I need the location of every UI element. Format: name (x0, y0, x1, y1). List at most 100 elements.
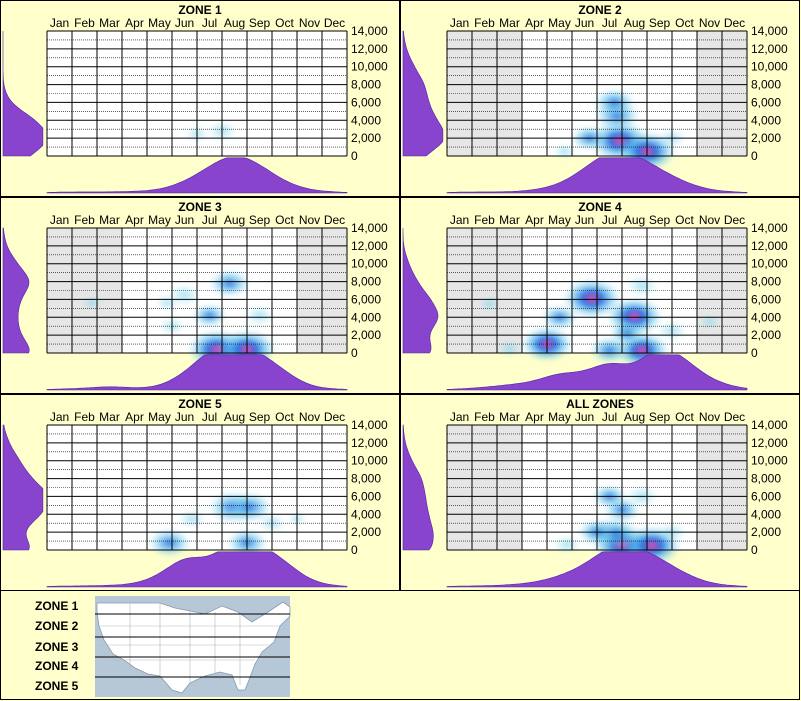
month-label: Aug (224, 213, 245, 227)
month-density-curve (446, 551, 748, 588)
y-tick-label: 0 (351, 543, 358, 557)
heat-hotspot (477, 295, 502, 313)
month-label: Mar (499, 16, 520, 30)
heat-hotspot (496, 339, 523, 358)
month-density-curve (46, 157, 348, 194)
month-label: Jul (202, 16, 217, 30)
month-label: Mar (499, 213, 520, 227)
month-label: Jun (575, 410, 594, 424)
heat-hotspot (698, 314, 721, 330)
y-tick-label: 6,000 (751, 292, 781, 306)
y-tick-label: 12,000 (751, 436, 788, 450)
month-label: Jul (202, 410, 217, 424)
zone-title: ZONE 3 (178, 200, 222, 214)
zone-legend: ZONE 1 ZONE 2 ZONE 3 ZONE 4 ZONE 5 (0, 590, 800, 700)
y-tick-label: 0 (351, 346, 358, 360)
heat-hotspot (562, 278, 622, 319)
heat-hotspot (226, 491, 273, 523)
y-tick-label: 2,000 (751, 328, 781, 342)
month-density-curve (46, 354, 348, 391)
month-label: Apr (125, 213, 144, 227)
month-label: May (548, 16, 571, 30)
y-tick-label: 4,000 (351, 310, 381, 324)
y-tick-label: 10,000 (351, 60, 388, 74)
month-label: Oct (675, 16, 694, 30)
month-label: Jan (50, 16, 69, 30)
y-tick-label: 10,000 (751, 257, 788, 271)
month-label: Sep (249, 410, 271, 424)
legend-zone-5: ZONE 5 (35, 679, 79, 693)
month-label: Mar (99, 213, 120, 227)
zone-panel: ZONE 4 Jan Feb Mar Apr May Jun Jul Aug Sep Oct Nov D… (400, 197, 800, 394)
month-label: Dec (724, 16, 745, 30)
usa-map-icon (95, 596, 291, 697)
y-tick-label: 14,000 (751, 24, 788, 38)
y-tick-label: 12,000 (351, 42, 388, 56)
month-label: Feb (74, 410, 95, 424)
month-label: Oct (275, 16, 294, 30)
zone-panel: ALL ZONES Jan Feb Mar Apr May Jun Jul Aug Sep Oct N… (400, 394, 800, 591)
month-label: Nov (299, 410, 320, 424)
y-tick-label: 12,000 (751, 42, 788, 56)
zone-panel: ZONE 5 Jan Feb Mar Apr May Jun Jul Aug Sep Oct Nov D… (0, 394, 400, 591)
month-label: Jan (450, 213, 469, 227)
zone-panel: ZONE 3 Jan Feb Mar Apr May Jun Jul Aug Sep Oct Nov D… (0, 197, 400, 394)
greyed-month (722, 228, 747, 353)
elevation-density-curve (2, 31, 44, 157)
y-tick-label: 4,000 (351, 507, 381, 521)
elevation-density-curve (402, 424, 434, 551)
month-label: May (148, 213, 171, 227)
month-label: Aug (624, 410, 645, 424)
month-label: Jun (175, 410, 194, 424)
month-label: Oct (675, 213, 694, 227)
y-tick-label: 4,000 (751, 507, 781, 521)
month-label: Jan (50, 213, 69, 227)
heat-hotspot (609, 321, 645, 346)
month-label: Aug (224, 16, 245, 30)
month-label: Jan (450, 16, 469, 30)
zone-panels: ZONE 1 Jan Feb Mar Apr May Jun Jul Aug Sep Oct Nov D… (0, 0, 800, 591)
heat-hotspot (244, 305, 275, 326)
zone-panel: ZONE 1 Jan Feb Mar Apr May Jun Jul Aug Sep Oct Nov D… (0, 0, 400, 197)
month-label: Dec (324, 213, 345, 227)
grid-lines (46, 424, 348, 551)
month-label: Sep (249, 213, 271, 227)
month-label: Feb (474, 410, 495, 424)
month-label: Feb (474, 213, 495, 227)
y-tick-label: 14,000 (751, 221, 788, 235)
y-tick-label: 2,000 (351, 131, 381, 145)
y-tick-label: 0 (351, 149, 358, 163)
legend-zone-4: ZONE 4 (35, 659, 79, 673)
y-tick-label: 6,000 (351, 95, 381, 109)
month-label: Nov (699, 16, 720, 30)
month-label: Dec (324, 410, 345, 424)
grid-lines (446, 227, 748, 354)
y-tick-label: 14,000 (351, 24, 388, 38)
month-label: Nov (299, 16, 320, 30)
month-label: Mar (99, 410, 120, 424)
y-tick-label: 10,000 (751, 60, 788, 74)
y-tick-label: 6,000 (351, 489, 381, 503)
greyed-month (72, 228, 97, 353)
heat-hotspot (191, 303, 228, 328)
y-tick-label: 8,000 (751, 275, 781, 289)
y-tick-label: 6,000 (351, 292, 381, 306)
month-label: Jun (175, 16, 194, 30)
elevation-density-curve (2, 227, 30, 354)
zone-title: ZONE 5 (178, 397, 222, 411)
month-label: May (548, 410, 571, 424)
heat-hotspot (177, 509, 207, 529)
y-tick-label: 2,000 (751, 525, 781, 539)
month-label: Nov (299, 213, 320, 227)
y-tick-label: 10,000 (351, 257, 388, 271)
month-label: Dec (724, 410, 745, 424)
y-tick-label: 12,000 (351, 436, 388, 450)
month-label: Apr (525, 410, 544, 424)
month-label: May (148, 410, 171, 424)
month-label: Jul (202, 213, 217, 227)
legend-zone-1: ZONE 1 (35, 599, 79, 613)
greyed-month (722, 31, 747, 156)
month-label: Oct (275, 410, 294, 424)
heat-hotspot (625, 274, 659, 298)
